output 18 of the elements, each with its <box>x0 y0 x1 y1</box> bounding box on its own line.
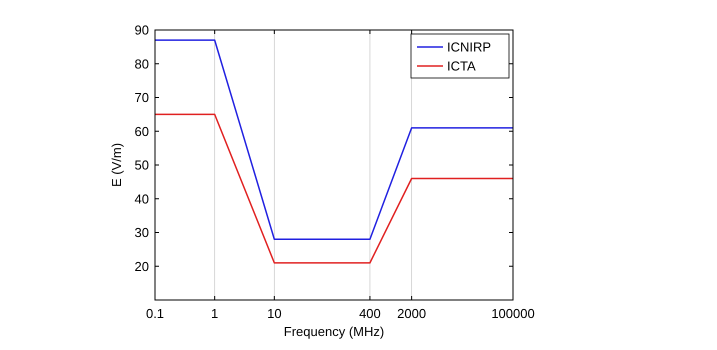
y-tick-label: 90 <box>134 22 149 38</box>
legend-label: ICNIRP <box>447 40 492 55</box>
x-tick-label: 2000 <box>397 306 426 321</box>
y-tick-label: 20 <box>134 258 149 274</box>
x-tick-label: 10 <box>267 306 282 321</box>
x-tick-label: 400 <box>359 306 381 321</box>
x-tick-label: 0.1 <box>146 306 164 321</box>
y-axis-title: E (V/m) <box>109 142 124 188</box>
y-tick-label: 30 <box>134 225 149 240</box>
y-tick-label: 70 <box>134 90 149 106</box>
y-tick-label: 50 <box>134 158 149 173</box>
y-tick-label: 40 <box>134 191 149 206</box>
y-tick-label: 80 <box>134 56 149 72</box>
x-axis-title: Frequency (MHz) <box>284 324 384 339</box>
y-tick-label: 60 <box>134 124 149 139</box>
x-tick-label: 100000 <box>491 306 535 321</box>
x-tick-label: 1 <box>211 306 218 321</box>
legend-label: ICTA <box>447 58 476 74</box>
